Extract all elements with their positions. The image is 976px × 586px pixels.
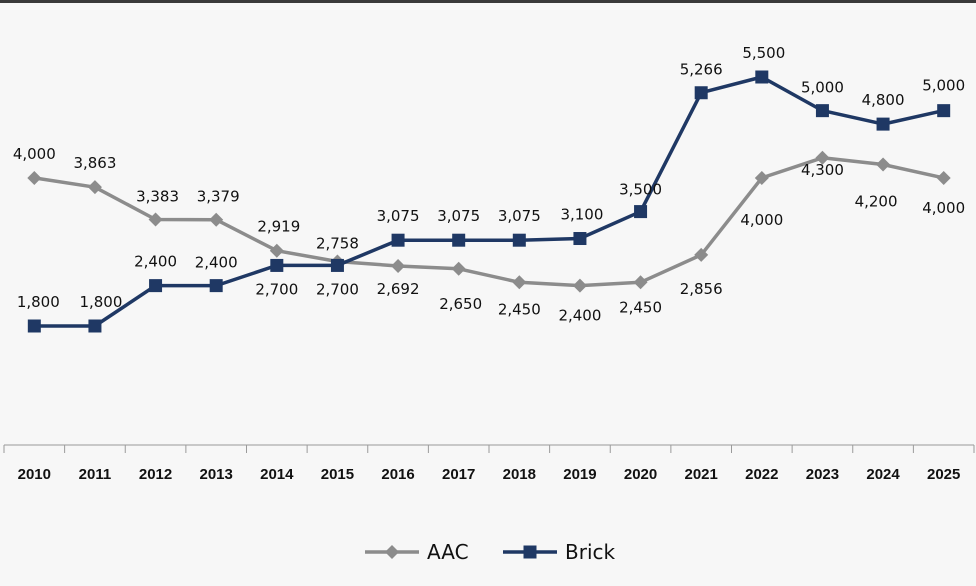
x-tick-label: 2019 (563, 466, 596, 483)
data-label-aac: 4,200 (855, 192, 898, 210)
data-point-brick (755, 70, 769, 84)
data-label-aac: 4,000 (922, 199, 965, 217)
data-label-aac: 3,863 (73, 154, 116, 172)
series-line-brick (34, 75, 945, 328)
data-point-brick (149, 279, 163, 293)
data-label-brick: 3,100 (560, 206, 603, 224)
data-label-brick: 2,700 (255, 280, 298, 298)
data-label-aac: 2,650 (439, 295, 482, 313)
data-point-brick (634, 205, 648, 219)
data-label-aac: 2,400 (558, 307, 601, 325)
data-point-aac (754, 170, 769, 185)
data-point-aac (87, 180, 102, 195)
x-tick-label: 2018 (503, 466, 536, 483)
data-point-aac (148, 212, 163, 227)
data-point-aac (269, 243, 284, 258)
data-point-aac (27, 170, 42, 185)
data-label-aac: 2,692 (377, 280, 420, 298)
data-label-aac: 2,919 (257, 218, 300, 236)
data-label-aac: 4,300 (801, 161, 844, 179)
data-label-brick: 1,800 (79, 293, 122, 311)
x-tick-label: 2015 (321, 466, 354, 483)
data-point-brick (27, 319, 41, 333)
x-tick-label: 2020 (624, 466, 657, 483)
data-point-brick (876, 117, 890, 131)
data-point-brick (330, 258, 344, 272)
data-point-aac (633, 275, 648, 290)
data-point-brick (573, 232, 587, 246)
data-label-brick: 3,075 (498, 207, 541, 225)
data-point-brick (88, 319, 102, 333)
x-tick-label: 2017 (442, 466, 475, 483)
x-tick-label: 2025 (927, 466, 960, 483)
legend-label-brick: Brick (565, 540, 615, 564)
x-tick-label: 2010 (18, 466, 51, 483)
data-point-aac (936, 170, 951, 185)
data-label-aac: 2,758 (316, 235, 359, 253)
data-point-aac (391, 258, 406, 273)
data-point-aac (694, 247, 709, 262)
x-tick-label: 2013 (200, 466, 233, 483)
line-chart: 2010 2011 2012 2013 2014 2015 2016 2017 2018 2019… (3, 44, 975, 564)
x-tick-label: 2022 (745, 466, 778, 483)
data-point-brick (815, 104, 829, 118)
x-tick-label: 2012 (139, 466, 172, 483)
data-label-brick: 5,000 (801, 79, 844, 97)
legend-label-aac: AAC (427, 540, 469, 564)
data-point-aac (572, 278, 587, 293)
x-tick-label: 2024 (866, 466, 900, 483)
data-label-brick: 3,075 (377, 207, 420, 225)
data-label-aac: 4,000 (13, 145, 56, 163)
data-label-brick: 5,000 (922, 77, 965, 95)
data-label-brick: 2,700 (316, 280, 359, 298)
data-point-aac (512, 275, 527, 290)
data-label-aac: 2,856 (680, 280, 723, 298)
x-tick-label: 2011 (79, 466, 112, 483)
data-point-aac (209, 212, 224, 227)
data-point-aac (876, 157, 891, 172)
data-label-aac: 3,379 (197, 188, 240, 206)
data-point-brick (937, 104, 951, 118)
x-tick-label: 2023 (806, 466, 839, 483)
data-point-brick (270, 258, 284, 272)
data-label-brick: 1,800 (17, 293, 60, 311)
data-label-brick: 3,500 (619, 181, 662, 199)
data-label-aac: 2,450 (619, 298, 662, 316)
x-tick-label: 2021 (685, 466, 718, 483)
data-point-brick (512, 233, 526, 247)
series-line-aac (34, 156, 945, 288)
data-label-brick: 2,400 (195, 254, 238, 272)
data-point-brick (209, 279, 223, 293)
data-point-brick (452, 233, 466, 247)
data-label-aac: 2,450 (498, 300, 541, 318)
data-point-aac (815, 150, 830, 165)
data-point-aac (451, 261, 466, 276)
data-label-brick: 5,500 (742, 44, 785, 62)
data-point-brick (694, 86, 708, 100)
x-tick-label: 2016 (381, 466, 414, 483)
data-label-brick: 2,400 (134, 253, 177, 271)
data-label-brick: 4,800 (862, 91, 905, 109)
legend-marker-brick (523, 545, 537, 559)
legend-marker-aac (385, 545, 399, 559)
data-label-aac: 3,383 (136, 187, 179, 205)
data-label-brick: 3,075 (437, 207, 480, 225)
data-label-brick: 5,266 (680, 61, 723, 79)
data-label-aac: 4,000 (740, 211, 783, 229)
x-tick-label: 2014 (260, 466, 294, 483)
data-point-brick (391, 233, 405, 247)
